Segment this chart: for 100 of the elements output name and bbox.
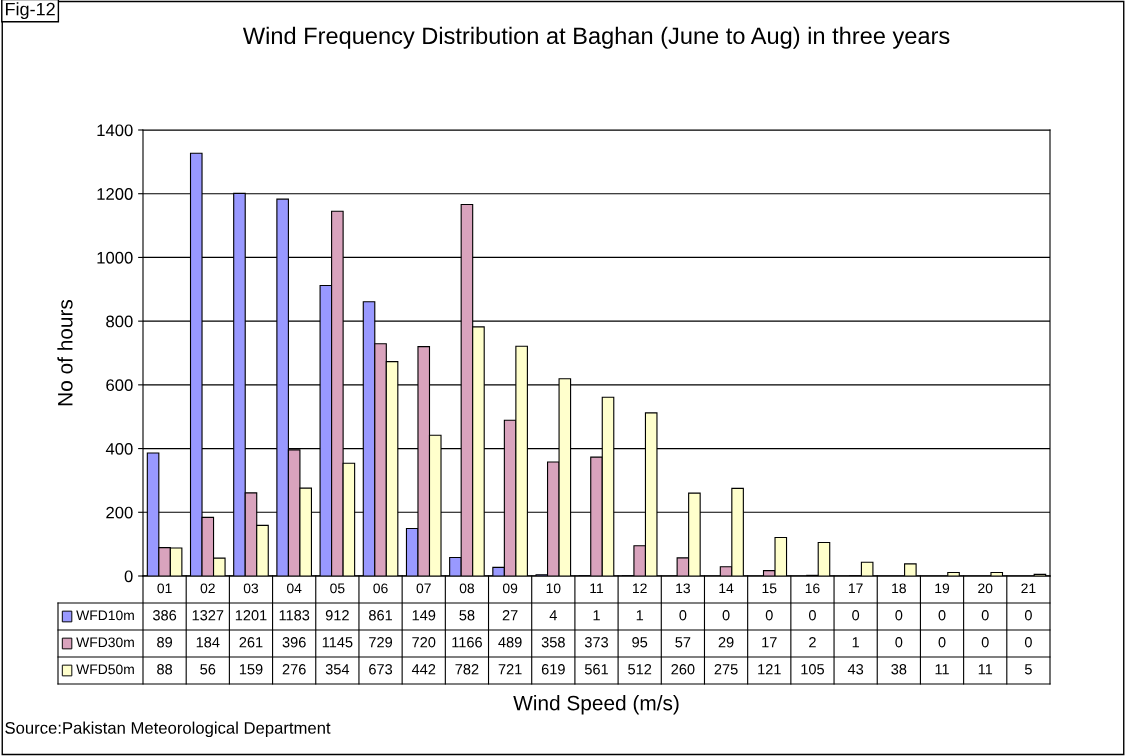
y-axis-title: No of hours [57,299,73,406]
data-label: 57 [675,637,691,648]
y-tick-label: 200 [106,506,133,519]
data-label: 275 [714,664,738,675]
y-tick-label: 1200 [97,188,133,200]
data-label: 0 [852,610,860,621]
data-label: 0 [938,610,946,621]
data-label: 105 [801,664,825,675]
data-label: 0 [1024,610,1032,621]
x-tick-label: 13 [676,583,690,594]
x-tick-label: 20 [978,583,993,594]
data-label: 0 [679,610,687,621]
data-label: 11 [978,664,993,675]
data-label: 88 [157,664,173,675]
y-tick-label: 400 [105,442,133,455]
x-tick-label: 19 [935,583,950,594]
x-tick-label: 06 [373,583,388,594]
data-label: 17 [762,637,777,648]
data-label: 861 [369,610,392,621]
data-label: 720 [412,637,436,648]
data-label: 0 [981,637,989,648]
data-label: 0 [808,610,816,621]
data-label: 0 [895,610,903,621]
x-tick-label: 16 [805,583,820,594]
data-label: 2 [809,637,816,648]
x-tick-label: 08 [459,583,475,594]
data-label: 358 [541,637,565,648]
data-label: 512 [628,664,652,675]
x-tick-label: 01 [157,583,172,594]
data-label: 912 [325,610,349,621]
x-tick-label: 10 [546,583,561,594]
data-label: 1327 [192,610,224,621]
data-label: 0 [895,637,903,648]
x-axis-title: Wind Speed (m/s) [513,695,679,715]
x-tick-label: 14 [719,583,734,594]
x-tick-label: 18 [892,583,906,594]
data-label: 38 [891,664,907,675]
data-label: 1 [593,610,600,621]
x-tick-label: 09 [502,583,518,594]
data-label: 729 [369,637,393,648]
data-label: 373 [584,637,609,648]
text: Fig-12 [5,2,55,20]
x-tick-label: 04 [286,583,302,594]
y-tick-label: 1000 [97,251,133,264]
x-tick-label: 05 [330,583,345,594]
data-label: 1 [852,637,859,648]
x-tick-label: 07 [416,583,431,594]
data-label: 0 [722,610,730,621]
data-label: 4 [549,610,557,621]
legend-label: WFD50m [76,664,134,675]
legend-label: WFD10m [76,610,134,621]
x-tick-label: 17 [848,583,863,594]
data-label: 489 [498,637,522,648]
y-tick-label: 1400 [97,124,133,137]
data-label: 95 [632,637,648,648]
data-label: 56 [200,664,216,675]
data-label: 184 [196,637,220,648]
x-tick-label: 11 [590,583,604,594]
x-tick-label: 15 [762,583,777,594]
data-label: 673 [369,664,393,675]
data-label: 1145 [322,637,353,648]
x-tick-label: 21 [1021,583,1036,594]
data-label: 29 [718,637,734,648]
legend-label: WFD30m [76,637,134,648]
data-label: 149 [412,610,436,621]
data-label: 396 [282,637,306,648]
y-tick-label: 800 [106,315,133,328]
data-label: 442 [411,664,436,675]
data-label: 386 [152,610,177,621]
data-label: 1201 [235,610,267,621]
y-tick-label: 0 [124,570,133,583]
data-label: 261 [239,637,263,648]
data-label: 27 [502,610,518,621]
data-label: 58 [459,610,475,621]
data-label: 354 [325,664,350,675]
data-label: 0 [938,637,946,648]
chart-title: Wind Frequency Distribution at Baghan (June to Aug) in three years [242,26,950,49]
data-label: 11 [935,664,949,675]
data-label: 0 [981,610,989,621]
y-tick-label: 600 [106,379,133,392]
data-label: 721 [498,664,522,675]
data-label: 121 [758,664,781,675]
data-label: 159 [239,664,263,675]
data-label: 5 [1024,664,1032,675]
data-label: 0 [765,610,773,621]
data-label: 1183 [279,610,310,621]
data-label: 1 [636,610,644,621]
x-tick-label: 02 [200,583,215,594]
data-label: 89 [157,637,173,648]
data-label: 260 [671,664,695,675]
data-label: 1166 [452,637,482,648]
x-tick-label: 12 [633,583,647,594]
data-label: 782 [455,664,479,675]
source-note: Source:Pakistan Meteorological Department [5,721,331,738]
data-label: 619 [541,664,565,675]
data-label: 0 [1024,637,1032,648]
x-tick-label: 03 [243,583,259,594]
data-label: 561 [584,664,608,675]
data-label: 276 [282,664,306,675]
data-label: 43 [847,664,864,675]
